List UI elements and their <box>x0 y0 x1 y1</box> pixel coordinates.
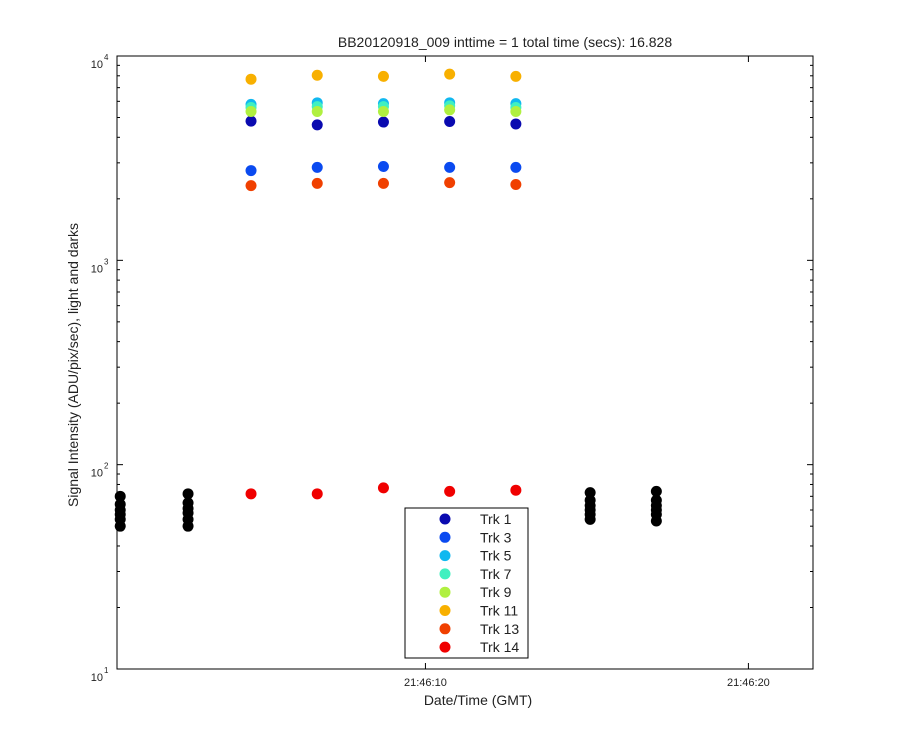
y-tick-exponent: 3 <box>104 257 109 266</box>
point-trk-14 <box>510 484 522 496</box>
dark-point <box>650 485 662 497</box>
legend-marker <box>439 623 451 635</box>
point-trk-14 <box>245 488 257 500</box>
point-trk-1 <box>510 118 522 130</box>
legend-label: Trk 9 <box>480 584 512 600</box>
point-trk-9 <box>510 106 522 118</box>
point-trk-9 <box>444 104 456 116</box>
legend-label: Trk 7 <box>480 566 512 582</box>
y-tick-label: 10 <box>91 59 103 71</box>
legend-marker <box>439 641 451 653</box>
y-tick-exponent: 1 <box>104 666 109 675</box>
chart-title: BB20120918_009 inttime = 1 total time (s… <box>338 34 672 50</box>
point-trk-14 <box>377 482 389 494</box>
dark-point <box>114 490 126 502</box>
point-trk-3 <box>311 161 323 173</box>
point-trk-11 <box>444 68 456 80</box>
point-trk-13 <box>311 177 323 189</box>
point-trk-11 <box>311 69 323 81</box>
data-marks <box>114 68 662 532</box>
legend-marker <box>439 568 451 580</box>
point-trk-13 <box>510 179 522 191</box>
legend-box <box>404 507 529 659</box>
point-trk-3 <box>377 160 389 172</box>
dark-point <box>650 494 662 506</box>
legend-label: Trk 11 <box>480 603 518 619</box>
point-trk-3 <box>510 161 522 173</box>
dark-point <box>182 497 194 509</box>
x-tick-label: 21:46:20 <box>727 677 770 689</box>
legend: Trk 1 Trk 3 Trk 5 Trk 7 Trk 9 Trk 11 Trk 13 Trk… <box>404 507 529 659</box>
point-trk-1 <box>311 119 323 131</box>
legend-marker <box>439 586 451 598</box>
point-trk-1 <box>444 116 456 128</box>
legend-marker <box>439 513 451 525</box>
x-tick-label: 21:46:10 <box>404 677 447 689</box>
legend-label: Trk 14 <box>480 639 519 655</box>
legend-marker <box>439 605 451 616</box>
legend-marker <box>439 550 451 562</box>
point-trk-11 <box>510 70 522 82</box>
point-trk-14 <box>311 488 323 500</box>
point-trk-9 <box>245 106 257 118</box>
legend-label: Trk 1 <box>480 511 512 527</box>
point-trk-13 <box>444 177 456 189</box>
point-trk-1 <box>245 115 257 127</box>
y-tick-label: 10 <box>91 263 103 275</box>
dark-point <box>182 488 194 500</box>
y-tick-label: 10 <box>91 468 103 480</box>
x-axis-label: Date/Time (GMT) <box>424 692 532 708</box>
y-tick-exponent: 4 <box>104 53 109 62</box>
y-tick-exponent: 2 <box>104 462 109 471</box>
point-trk-13 <box>377 177 389 189</box>
dark-point <box>584 487 596 499</box>
dark-point <box>114 498 126 510</box>
point-trk-11 <box>245 73 257 85</box>
legend-label: Trk 5 <box>480 548 512 564</box>
point-trk-3 <box>245 165 257 177</box>
legend-label: Trk 3 <box>480 529 512 545</box>
point-trk-14 <box>444 485 456 497</box>
legend-label: Trk 13 <box>480 621 519 637</box>
legend-marker <box>439 531 451 543</box>
point-trk-9 <box>377 106 389 118</box>
point-trk-13 <box>245 180 257 192</box>
point-trk-3 <box>444 161 456 173</box>
y-tick-label: 10 <box>91 672 103 684</box>
point-trk-11 <box>377 70 389 82</box>
point-trk-1 <box>377 116 389 128</box>
point-trk-9 <box>311 106 323 118</box>
y-axis-label: Signal Intensity (ADU/pix/sec), light an… <box>65 223 81 507</box>
dark-point <box>584 494 596 506</box>
